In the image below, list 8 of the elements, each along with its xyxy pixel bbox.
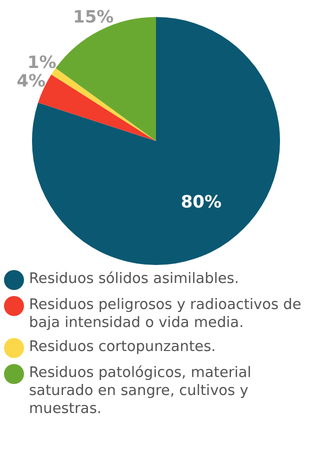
data-label: 80% — [180, 192, 222, 213]
data-label: 4% — [16, 72, 46, 92]
legend-label: Residuos patológicos, material saturado en sangre, cultivos y muestras. — [29, 364, 252, 418]
legend-label: Residuos cortopunzantes. — [29, 338, 216, 356]
data-label: 1% — [27, 52, 56, 73]
data-label: 15% — [73, 7, 114, 28]
legend-label: Residuos peligrosos y radioactivos de baja intensidad o vida media. — [29, 296, 302, 332]
legend-label: Residuos sólidos asimilables. — [29, 270, 239, 288]
